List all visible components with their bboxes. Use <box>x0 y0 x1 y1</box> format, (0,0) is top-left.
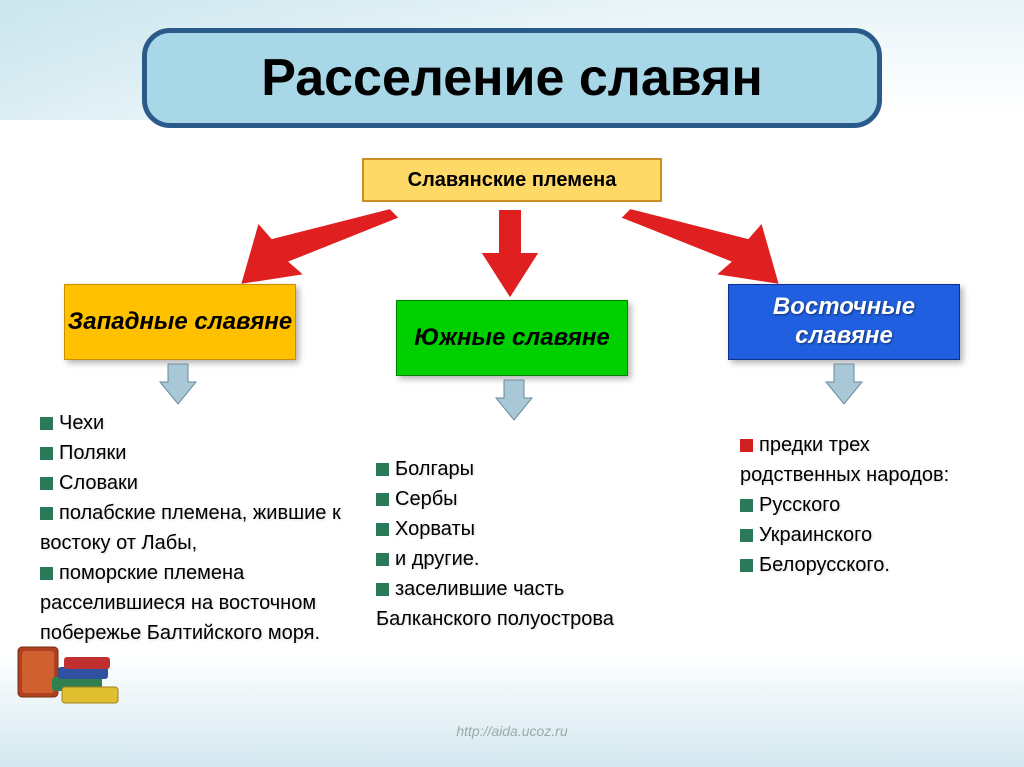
list-item: Хорваты <box>376 514 626 544</box>
list-item: Украинского <box>740 520 980 550</box>
root-node: Славянские племена <box>362 158 662 202</box>
branch-east-label: Восточные славяне <box>729 293 959 351</box>
books-icon <box>12 627 132 707</box>
list-item: Болгары <box>376 454 626 484</box>
chevron-down-icon <box>824 362 864 411</box>
chevron-down-icon <box>158 362 198 411</box>
root-label: Славянские племена <box>408 169 617 192</box>
list-south: БолгарыСербыХорватыи другие.заселившие ч… <box>376 454 626 634</box>
footer-link: http://aida.ucoz.ru <box>0 723 1024 739</box>
branch-west: Западные славяне <box>64 284 296 360</box>
list-item: и другие. <box>376 544 626 574</box>
arrow-to-south <box>470 204 550 304</box>
arrow-to-east <box>610 200 790 290</box>
page-title: Расселение славян <box>142 28 882 128</box>
list-item: предки трех родственных народов: <box>740 430 980 490</box>
branch-west-label: Западные славяне <box>68 308 292 337</box>
list-item: заселившие часть Балканского полуострова <box>376 574 626 634</box>
chevron-down-icon <box>494 378 534 427</box>
list-item: полабские племена, жившие к востоку от Л… <box>40 498 370 558</box>
list-item: Белорусского. <box>740 550 980 580</box>
list-west: ЧехиПолякиСловакиполабские племена, живш… <box>40 408 370 648</box>
list-item: Сербы <box>376 484 626 514</box>
list-item: Русского <box>740 490 980 520</box>
branch-south-label: Южные славяне <box>414 324 609 353</box>
arrow-to-west <box>230 200 410 290</box>
title-text: Расселение славян <box>261 48 763 108</box>
branch-south: Южные славяне <box>396 300 628 376</box>
list-item: Словаки <box>40 468 370 498</box>
list-item: Чехи <box>40 408 370 438</box>
list-east: предки трех родственных народов:Русского… <box>740 430 980 580</box>
branch-east: Восточные славяне <box>728 284 960 360</box>
list-item: Поляки <box>40 438 370 468</box>
